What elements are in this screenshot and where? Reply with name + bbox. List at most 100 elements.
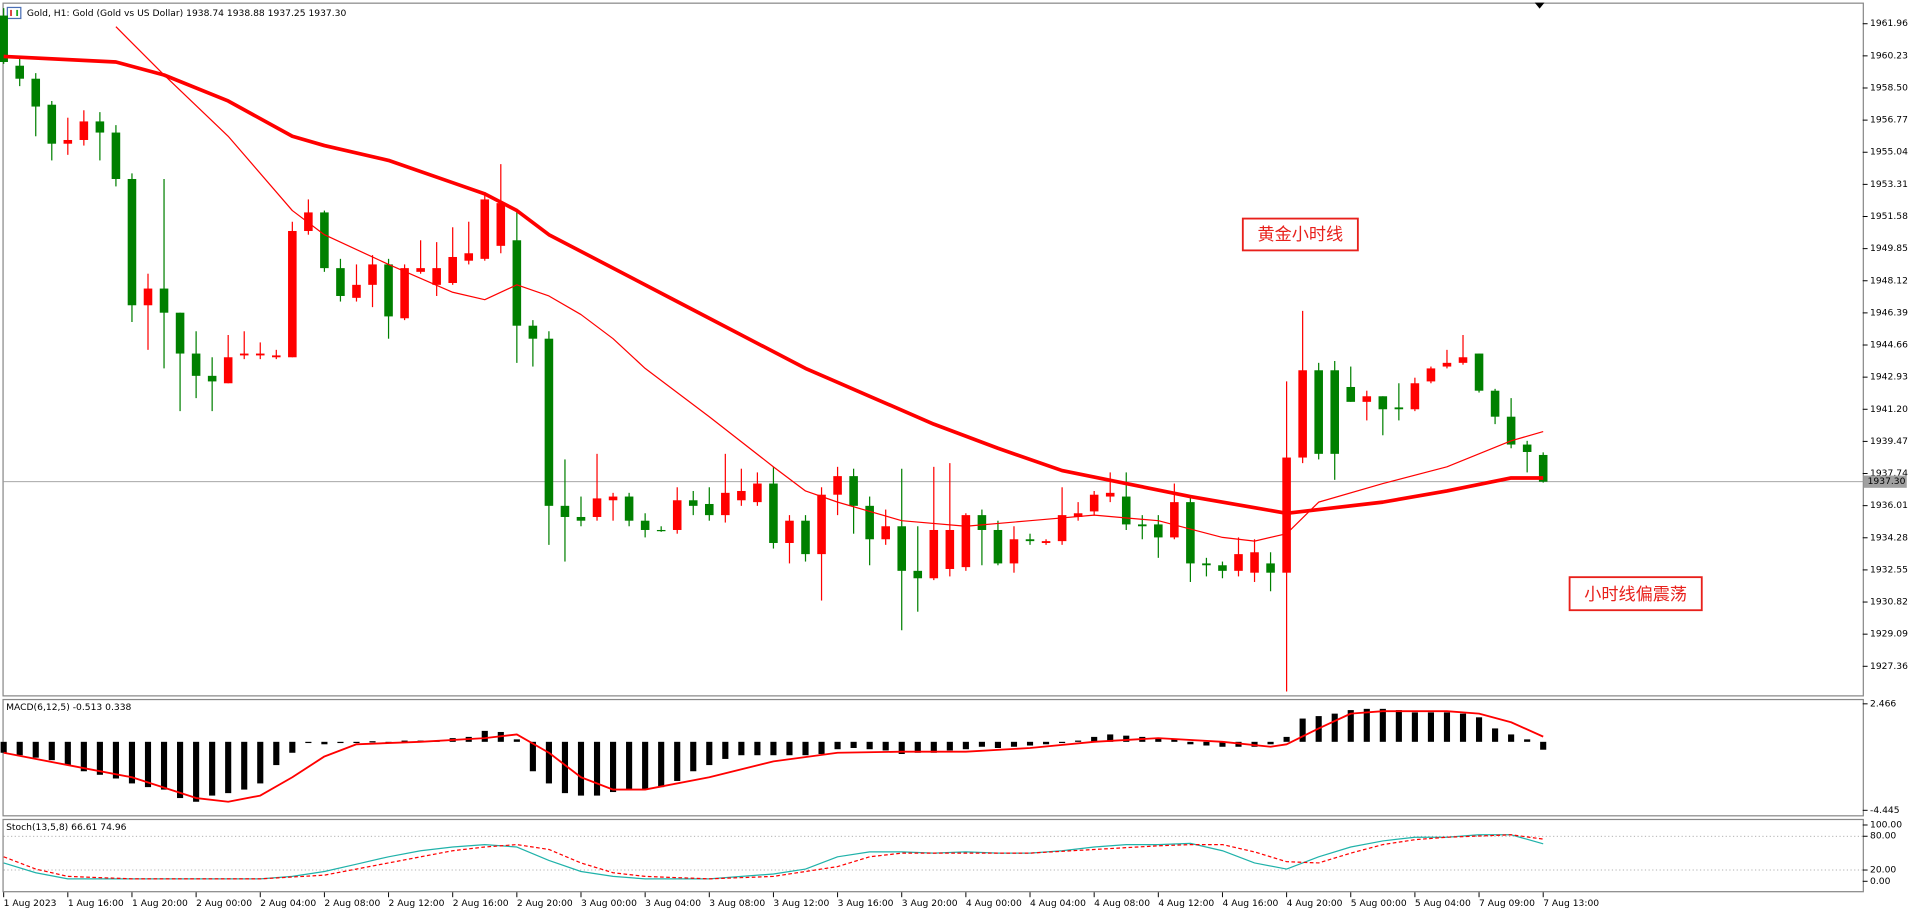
y-tick-label: 1960.23 [1870, 50, 1908, 61]
candle-body [785, 520, 794, 543]
macd-bar [1107, 734, 1114, 742]
candle-body [432, 268, 441, 285]
candle-body [801, 520, 810, 555]
x-tick-label: 3 Aug 04:00 [645, 898, 701, 909]
candle-body [1057, 515, 1067, 542]
candle-body [95, 121, 105, 133]
macd-bar [1171, 739, 1178, 742]
macd-bar [866, 741, 873, 750]
x-tick-label: 3 Aug 08:00 [709, 898, 765, 909]
candle-body [384, 264, 393, 317]
macd-bar [626, 741, 633, 790]
macd-bar [305, 741, 312, 744]
macd-bar [818, 741, 825, 754]
candle-body [1538, 454, 1548, 482]
candle-body [1202, 563, 1211, 566]
macd-bar [1459, 713, 1467, 742]
macd-bar [898, 741, 905, 754]
x-tick-label: 4 Aug 12:00 [1158, 898, 1214, 909]
x-tick-label: 4 Aug 20:00 [1287, 898, 1343, 909]
stoch-main [3, 834, 1544, 880]
y-tick-label: 1949.85 [1870, 243, 1908, 254]
candle-body [897, 526, 907, 571]
annotation: 小时线偏震荡 [1584, 585, 1687, 605]
x-tick-label: 5 Aug 04:00 [1415, 898, 1471, 909]
y-tick-label: 1956.77 [1870, 115, 1908, 126]
candle-body [1298, 370, 1307, 458]
candle-body [416, 268, 425, 272]
candle-body [865, 505, 874, 540]
symbol-icon [6, 6, 22, 20]
macd-bar [1363, 708, 1370, 742]
macd-bar [834, 741, 841, 750]
y-tick-label: 1941.20 [1870, 404, 1908, 415]
macd-label: MACD(6,12,5) -0.513 0.338 [6, 702, 131, 713]
candle-body [288, 230, 297, 358]
candle-body [127, 178, 137, 306]
macd-bar [1203, 741, 1210, 746]
candle-body [624, 496, 634, 521]
candle-body [159, 288, 169, 313]
y-tick-label: 1927.36 [1870, 661, 1908, 672]
macd-bar [337, 741, 344, 744]
candle-body [656, 529, 666, 532]
macd-bar [962, 741, 969, 750]
candle-body [1154, 524, 1163, 538]
candle-body [753, 483, 762, 503]
macd-bar [1026, 741, 1034, 746]
macd-bar [321, 741, 328, 745]
macd-bar [802, 741, 809, 756]
candle-body [352, 284, 361, 298]
last-price-label: 1937.30 [1868, 476, 1906, 487]
candle-body [111, 132, 121, 179]
x-tick-label: 2 Aug 16:00 [453, 898, 509, 909]
candle-body [1218, 565, 1227, 571]
y-tick-label: 80.00 [1870, 831, 1896, 842]
candle-body [368, 264, 377, 285]
macd-bar [770, 741, 777, 756]
candle-body [480, 199, 490, 259]
stoch-signal [3, 834, 1544, 880]
candle-body [608, 496, 618, 501]
macd-bar [0, 741, 7, 753]
y-tick-label: 20.00 [1870, 865, 1896, 876]
candle-body [1234, 554, 1243, 571]
macd-bar [112, 741, 119, 779]
macd-bar [738, 741, 745, 756]
candle-body [592, 498, 602, 517]
candle-body [1474, 353, 1484, 391]
candle-body [1522, 444, 1532, 452]
macd-bar [1347, 710, 1354, 742]
macd-bar [257, 741, 264, 784]
macd-bar [1524, 739, 1531, 742]
candle-body [31, 78, 41, 107]
candle-body [1025, 539, 1035, 542]
macd-bar [658, 741, 665, 788]
candle-body [1170, 502, 1179, 538]
macd-bar [850, 741, 857, 748]
x-tick-label: 5 Aug 00:00 [1351, 898, 1407, 909]
macd-bar [1010, 741, 1018, 747]
x-tick-label: 7 Aug 09:00 [1479, 898, 1535, 909]
macd-bar [930, 741, 937, 753]
macd-bar [369, 741, 376, 743]
x-tick-label: 2 Aug 12:00 [389, 898, 445, 909]
candle-body [1330, 370, 1339, 454]
x-tick-label: 1 Aug 16:00 [68, 898, 124, 909]
macd-bar [1299, 718, 1306, 742]
candle-body [576, 516, 586, 521]
y-tick-label: 1939.47 [1870, 436, 1908, 447]
price-panel [2, 2, 1864, 697]
candle-body [929, 529, 939, 579]
macd-bar [209, 741, 216, 796]
candle-body [464, 253, 474, 261]
macd-bar [1091, 736, 1098, 742]
moving-average [115, 26, 1544, 542]
macd-bar [706, 741, 713, 766]
annotation-box [1568, 576, 1703, 612]
candle-body [320, 212, 329, 269]
macd-bar [1267, 741, 1274, 745]
macd-bar [1540, 741, 1547, 750]
x-tick-label: 2 Aug 04:00 [260, 898, 316, 909]
